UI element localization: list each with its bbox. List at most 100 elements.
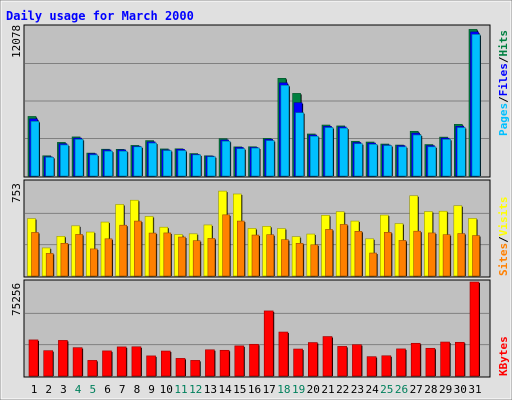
x-tick-label: 9	[148, 383, 155, 396]
legend-files: Files	[497, 63, 510, 96]
bar-sites	[310, 244, 319, 277]
bar-sites	[398, 240, 407, 277]
bar-pages	[295, 112, 304, 177]
x-tick-label: 19	[292, 383, 305, 396]
chart-title: Daily usage for March 2000	[6, 9, 194, 23]
bar-pages	[221, 140, 231, 177]
bar-kbytes	[293, 348, 303, 377]
bar-pages	[324, 127, 334, 177]
bar-sites	[325, 229, 333, 277]
bar-kbytes	[161, 350, 171, 377]
bar-sites	[31, 232, 39, 277]
bar-pages	[236, 148, 246, 177]
bar-kbytes	[234, 345, 245, 377]
bar-pages	[30, 121, 40, 177]
bar-kbytes	[410, 342, 421, 377]
legend-pages: Pages	[497, 103, 510, 136]
bar-pages	[163, 150, 172, 177]
bar-sites	[90, 248, 98, 277]
bar-kbytes	[72, 347, 83, 377]
bar-sites	[339, 224, 348, 277]
bar-kbytes	[205, 349, 215, 377]
bar-kbytes	[263, 310, 274, 377]
bar-pages	[339, 127, 349, 177]
x-tick-label: 6	[104, 383, 111, 396]
x-tick-label: 4	[75, 383, 82, 396]
bar-sites	[281, 239, 289, 277]
bar-pages	[398, 146, 407, 177]
x-tick-label: 21	[321, 383, 334, 396]
bar-kbytes	[278, 331, 289, 377]
bar-kbytes	[425, 347, 436, 377]
bar-kbytes	[454, 341, 465, 377]
bar-sites	[266, 234, 275, 277]
bar-sites	[428, 232, 436, 277]
x-tick-label: 26	[395, 383, 408, 396]
bar-sites	[207, 238, 216, 277]
bar-pages	[192, 154, 201, 177]
bar-sites	[354, 231, 363, 277]
bar-kbytes	[352, 344, 362, 377]
x-tick-label: 18	[277, 383, 290, 396]
bar-kbytes	[322, 336, 333, 377]
bar-pages	[471, 34, 481, 177]
x-tick-label: 20	[307, 383, 320, 396]
x-tick-label: 1	[31, 383, 38, 396]
bar-pages	[118, 150, 128, 177]
bar-sites	[237, 220, 245, 277]
bar-pages	[251, 147, 260, 177]
bar-sites	[163, 232, 172, 277]
x-tick-label: 28	[424, 383, 437, 396]
bar-sites	[369, 252, 377, 277]
bar-pages	[60, 144, 69, 177]
bar-pages	[383, 145, 393, 177]
legend-kbytes: KBytes	[497, 336, 510, 376]
legend-sites: Sites	[497, 243, 510, 276]
bar-pages	[280, 85, 290, 177]
x-tick-label: 23	[351, 383, 364, 396]
bottom-ymax-label: 75256	[10, 283, 23, 316]
x-tick-label: 15	[233, 383, 246, 396]
bar-sites	[413, 230, 422, 277]
bar-pages	[45, 157, 55, 177]
bar-pages	[309, 135, 319, 177]
bar-kbytes	[116, 346, 127, 377]
bar-sites	[442, 234, 451, 277]
bar-pages	[442, 139, 451, 177]
x-tick-label: 29	[439, 383, 452, 396]
x-tick-label: 7	[119, 383, 126, 396]
x-tick-label: 14	[218, 383, 232, 396]
bar-kbytes	[131, 346, 142, 377]
bar-kbytes	[337, 346, 348, 377]
bar-kbytes	[58, 340, 68, 377]
bar-kbytes	[28, 339, 39, 377]
bar-kbytes	[469, 281, 480, 377]
x-tick-label: 11	[174, 383, 187, 396]
bar-kbytes	[87, 360, 98, 377]
x-tick-label: 17	[263, 383, 276, 396]
bar-kbytes	[102, 350, 112, 377]
top-ymax-label: 12078	[10, 25, 23, 58]
top-legend: Pages/Files/Hits	[497, 30, 510, 136]
bar-kbytes	[190, 360, 200, 377]
bar-pages	[177, 150, 187, 177]
bar-sites	[192, 240, 201, 277]
bar-sites	[134, 220, 142, 277]
x-tick-label: 10	[160, 383, 173, 396]
bar-sites	[148, 232, 157, 277]
bar-pages	[368, 144, 378, 177]
x-tick-label: 22	[336, 383, 349, 396]
bar-kbytes	[440, 341, 450, 377]
bar-sites	[119, 224, 127, 277]
x-tick-label: 25	[380, 383, 393, 396]
middle-ymax-label: 753	[10, 183, 23, 203]
x-tick-label: 3	[60, 383, 67, 396]
bar-pages	[148, 142, 157, 177]
bar-sites	[178, 236, 186, 277]
bar-sites	[104, 238, 113, 277]
bar-pages	[133, 146, 143, 177]
bar-sites	[45, 253, 54, 277]
bar-pages	[207, 156, 216, 177]
bar-kbytes	[175, 358, 186, 377]
x-tick-label: 8	[134, 383, 141, 396]
